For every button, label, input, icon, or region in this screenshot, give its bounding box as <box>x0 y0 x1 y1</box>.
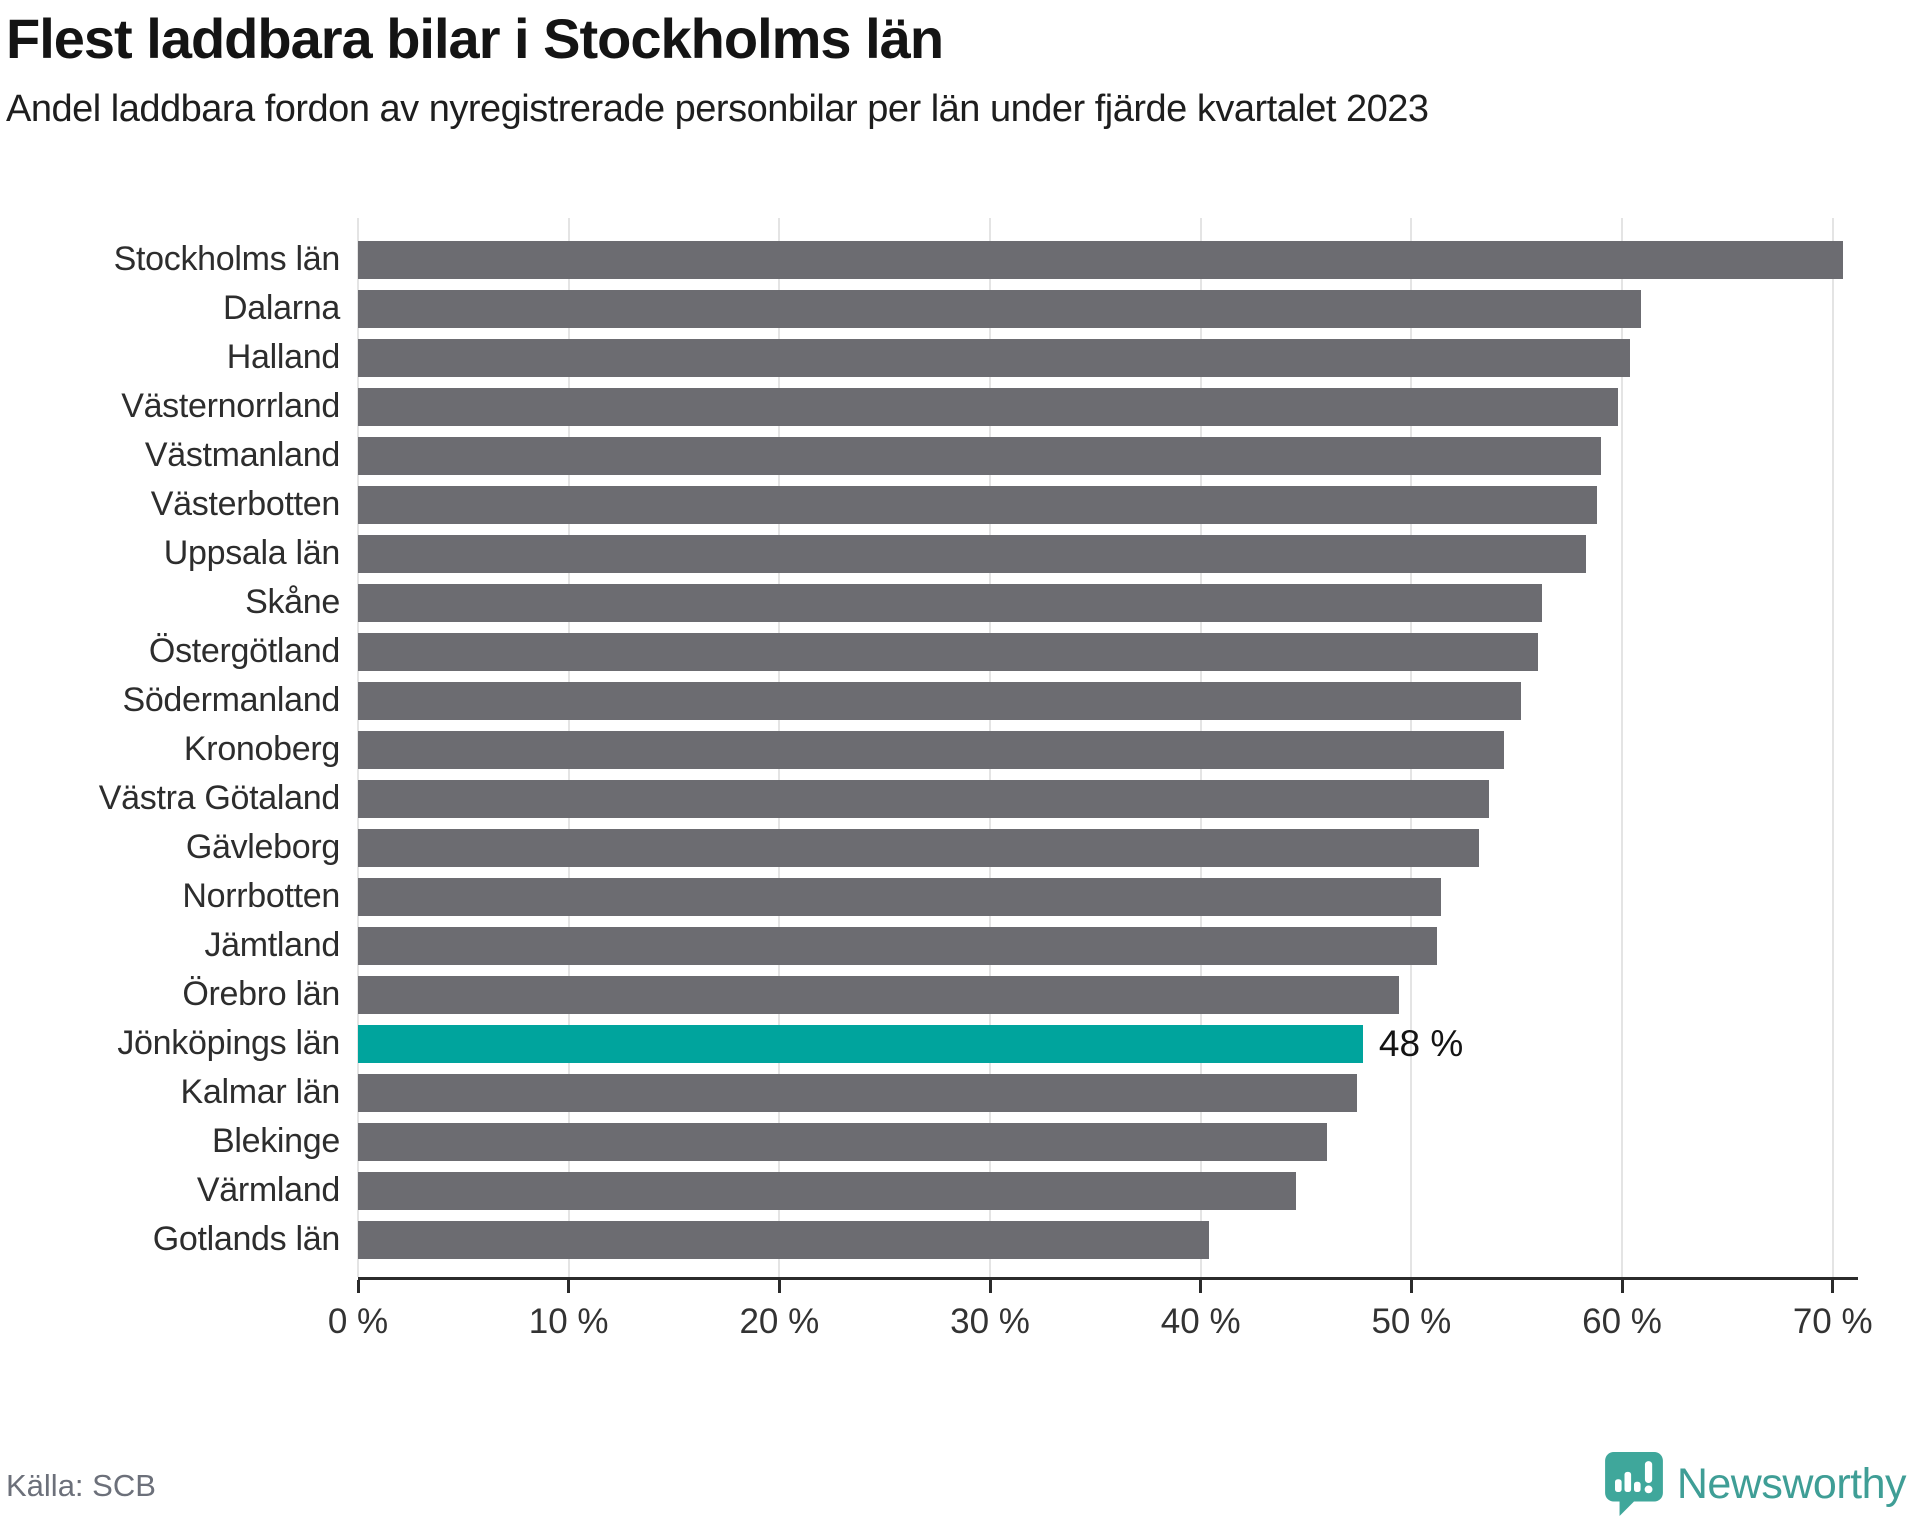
bar <box>358 1122 1328 1161</box>
highlighted-bar <box>358 1024 1363 1063</box>
bar-row: Västerbotten <box>0 480 1860 529</box>
bar-row: Gävleborg <box>0 823 1860 872</box>
bar-row: Jönköpings län 48 % <box>0 1019 1860 1068</box>
x-axis-tick-label: 0 % <box>327 1302 389 1341</box>
x-axis-tick <box>1831 1280 1835 1293</box>
category-label: Kronoberg <box>183 730 340 768</box>
bar <box>358 1220 1210 1259</box>
bar <box>358 534 1587 573</box>
category-label: Halland <box>226 338 341 376</box>
x-axis-tick-label: 40 % <box>1160 1302 1241 1341</box>
bar-row: Västmanland <box>0 431 1860 480</box>
x-axis-tick <box>1199 1280 1203 1293</box>
category-label: Jämtland <box>204 926 340 964</box>
bar <box>358 387 1618 426</box>
category-label: Västra Götaland <box>98 779 341 817</box>
bar <box>358 1171 1296 1210</box>
newsworthy-logo-icon <box>1604 1452 1663 1516</box>
category-label: Blekinge <box>211 1122 340 1160</box>
bar-row: Örebro län <box>0 970 1860 1019</box>
bar <box>358 1073 1357 1112</box>
category-label: Värmland <box>196 1171 340 1209</box>
bar-row: Norrbotten <box>0 872 1860 921</box>
category-label: Västernorrland <box>121 387 340 425</box>
category-label: Uppsala län <box>163 534 341 572</box>
gridline <box>1831 218 1834 1277</box>
bar-row: Västra Götaland <box>0 774 1860 823</box>
category-label: Norrbotten <box>182 877 340 915</box>
chart-subtitle: Andel laddbara fordon av nyregistrerade … <box>6 88 1429 130</box>
category-label: Örebro län <box>182 975 340 1013</box>
bar-row: Kalmar län <box>0 1068 1860 1117</box>
brand-name: Newsworthy <box>1676 1459 1907 1508</box>
category-label: Kalmar län <box>180 1073 340 1111</box>
x-axis-tick <box>567 1280 571 1293</box>
bar-row: Uppsala län <box>0 529 1860 578</box>
newsworthy-logo[interactable]: Newsworthy <box>1604 1452 1907 1516</box>
bar <box>358 828 1479 867</box>
category-label: Gotlands län <box>152 1220 341 1258</box>
bar <box>358 730 1505 769</box>
bar <box>358 289 1641 328</box>
category-label: Jönköpings län <box>117 1024 340 1062</box>
bar-row: Dalarna <box>0 284 1860 333</box>
gridline <box>1621 218 1624 1277</box>
bar-row: Jämtland <box>0 921 1860 970</box>
bar <box>358 632 1538 671</box>
x-axis-tick <box>777 1280 781 1293</box>
bar-row: Västernorrland <box>0 382 1860 431</box>
bar <box>358 240 1844 279</box>
bar-row: Värmland <box>0 1166 1860 1215</box>
category-label: Stockholms län <box>113 240 341 278</box>
bar-row: Halland <box>0 333 1860 382</box>
x-axis-tick-label: 50 % <box>1371 1302 1452 1341</box>
bar <box>358 877 1441 916</box>
bar-row: Blekinge <box>0 1117 1860 1166</box>
bar <box>358 779 1490 818</box>
bar-rows: Stockholms län Dalarna Halland Västernorrla… <box>0 235 1860 1264</box>
page-title: Flest laddbara bilar i Stockholms län <box>6 7 944 70</box>
bar-row: Gotlands län <box>0 1215 1860 1264</box>
x-axis-tick-label: 60 % <box>1582 1302 1662 1341</box>
category-label: Skåne <box>245 583 340 621</box>
bar <box>358 485 1597 524</box>
category-label: Västmanland <box>144 436 340 474</box>
bar <box>358 681 1521 720</box>
x-axis-tick <box>1409 1280 1413 1293</box>
bar-row: Kronoberg <box>0 725 1860 774</box>
x-axis-tick-label: 30 % <box>950 1302 1030 1341</box>
category-label: Gävleborg <box>185 828 340 866</box>
x-axis-tick-label: 70 % <box>1792 1302 1873 1341</box>
x-axis-tick <box>1620 1280 1624 1293</box>
bar <box>358 436 1601 475</box>
x-axis-tick <box>988 1280 992 1293</box>
category-label: Västerbotten <box>150 485 341 523</box>
bar-row: Östergötland <box>0 627 1860 676</box>
x-axis-tick <box>356 1280 360 1293</box>
bar-row: Stockholms län <box>0 235 1860 284</box>
category-label: Östergötland <box>148 632 340 670</box>
bar <box>358 338 1631 377</box>
bar-row: Södermanland <box>0 676 1860 725</box>
bar-row: Skåne <box>0 578 1860 627</box>
x-axis-tick-label: 20 % <box>739 1302 820 1341</box>
bar <box>358 926 1437 965</box>
bar <box>358 583 1542 622</box>
value-label: 48 % <box>1378 1022 1464 1064</box>
x-axis: 0 % 10 % 20 % 30 % 40 % 50 % 60 % 70 % <box>328 1280 1873 1360</box>
bar <box>358 975 1399 1014</box>
category-label: Dalarna <box>223 289 340 327</box>
category-label: Södermanland <box>122 681 340 719</box>
x-axis-tick-label: 10 % <box>528 1302 609 1341</box>
source-note: Källa: SCB <box>6 1468 156 1503</box>
